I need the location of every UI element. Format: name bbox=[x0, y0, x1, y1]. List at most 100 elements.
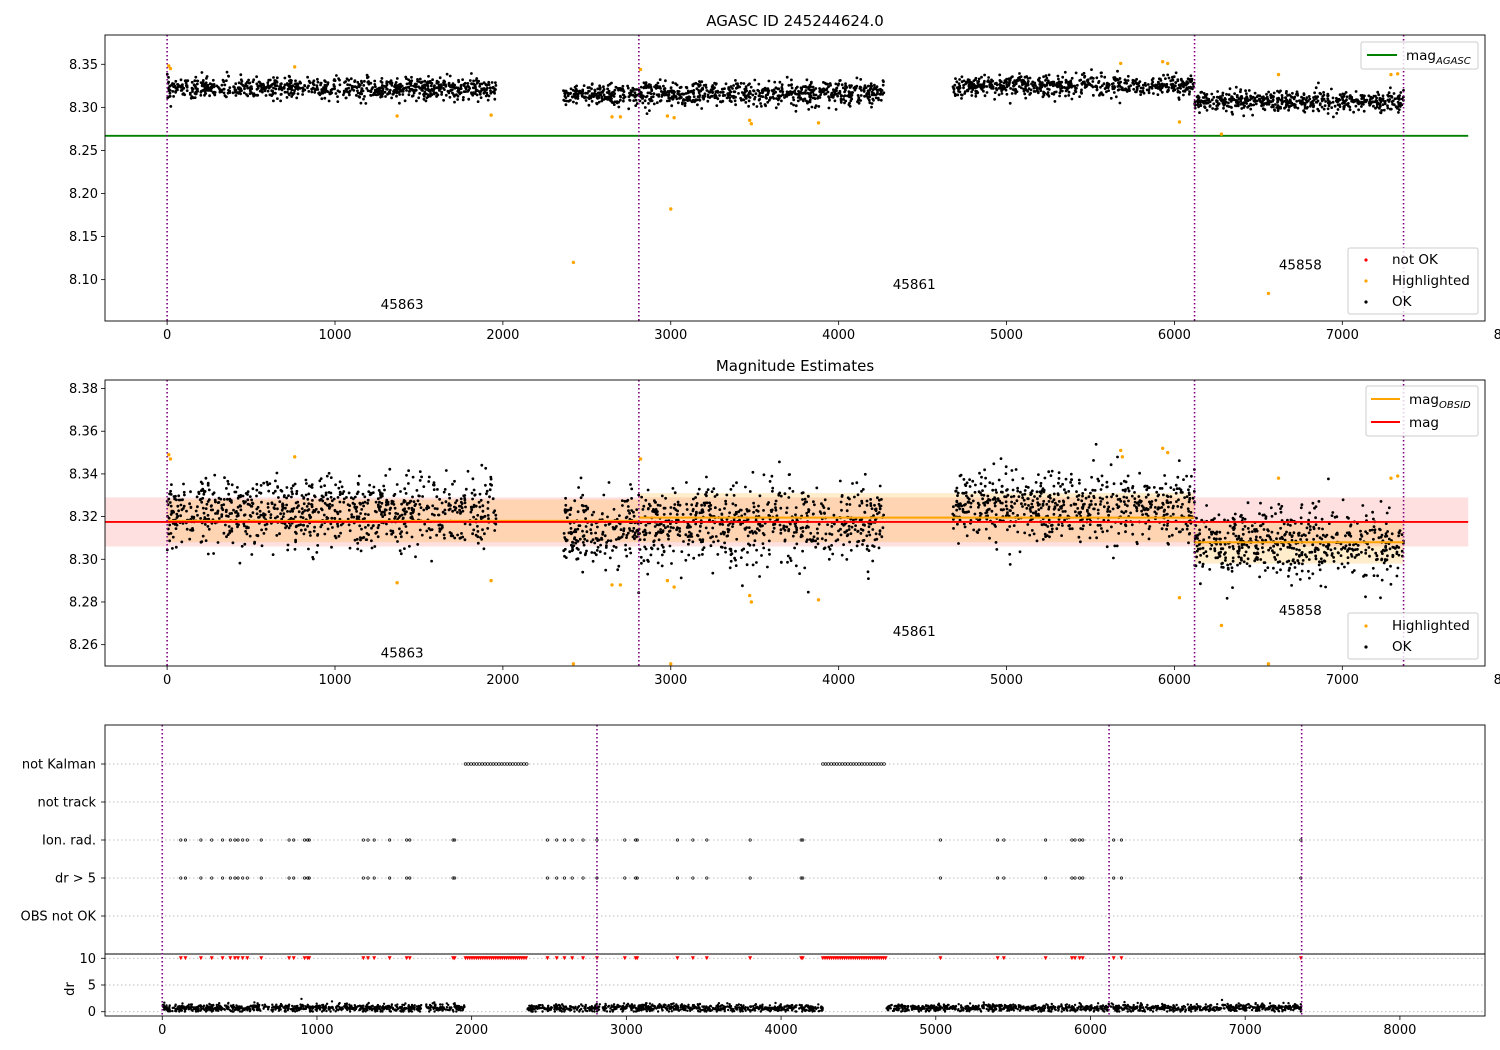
panel1-highlighted-point bbox=[1219, 132, 1224, 136]
panel1-xtick-label: 4000 bbox=[822, 328, 855, 343]
legend-box bbox=[1347, 612, 1479, 660]
panel2-highlighted-point bbox=[610, 583, 614, 587]
ion-rad-marker bbox=[1081, 838, 1085, 842]
panel1-frame bbox=[104, 34, 1486, 322]
dr-gt-5-marker bbox=[1044, 876, 1048, 880]
magnitude-estimates-panel: Magnitude Estimates 45863 45861 45858 0 1000… bbox=[69, 357, 1500, 688]
legend-label-highlighted: Highlighted bbox=[1392, 618, 1470, 634]
dr-capped-marker bbox=[1080, 956, 1085, 961]
panel1-xtick-label: 6000 bbox=[1158, 328, 1191, 343]
not-kalman-marker bbox=[525, 762, 529, 766]
ion-rad-marker bbox=[996, 838, 1000, 842]
ion-rad-marker bbox=[635, 838, 639, 842]
panel1-obsid-label: 45863 bbox=[381, 297, 424, 313]
dr-capped-marker bbox=[524, 956, 529, 961]
panel1-highlighted-point bbox=[1389, 72, 1393, 77]
dr-gt-5-marker bbox=[451, 876, 455, 880]
dr-capped-marker bbox=[220, 956, 225, 961]
ion-rad-marker bbox=[1070, 838, 1074, 842]
dr-capped-marker bbox=[287, 956, 292, 961]
dr-capped-marker bbox=[1111, 956, 1116, 961]
dr-gt-5-marker bbox=[372, 876, 376, 880]
panel2-highlighted-point bbox=[816, 598, 821, 602]
flags-frame bbox=[104, 724, 1486, 1017]
flags-xtick-label: 4000 bbox=[765, 1023, 798, 1038]
panel1-highlighted-point bbox=[1160, 60, 1165, 64]
dr-gt-5-marker bbox=[303, 876, 307, 880]
panel1-ytick-label: 8.20 bbox=[69, 187, 98, 202]
dr-capped-marker bbox=[259, 956, 264, 961]
dr-capped-marker bbox=[302, 956, 307, 961]
panel2-highlighted-point bbox=[293, 455, 297, 459]
legend-label-highlighted: Highlighted bbox=[1392, 273, 1470, 289]
ion-rad-marker bbox=[453, 838, 457, 842]
panel1-highlighted-point bbox=[571, 260, 576, 265]
panel2-frame bbox=[104, 379, 1486, 667]
ion-rad-marker bbox=[623, 838, 627, 842]
panel1-highlighted-point bbox=[672, 115, 676, 120]
dr-gt-5-marker bbox=[233, 876, 237, 880]
flags-xtick-label: 6000 bbox=[1074, 1023, 1107, 1038]
ion-rad-marker bbox=[303, 838, 307, 842]
dr-gt-5-marker bbox=[1073, 876, 1077, 880]
dr-capped-marker bbox=[404, 956, 409, 961]
dr-capped-marker bbox=[800, 956, 805, 961]
panel1-highlighted-point bbox=[665, 114, 670, 118]
ion-rad-marker bbox=[366, 838, 370, 842]
ion-rad-marker bbox=[799, 838, 803, 842]
dr-capped-marker bbox=[1001, 956, 1006, 961]
dr-gt-5-marker bbox=[179, 876, 183, 880]
legend-box bbox=[1360, 41, 1479, 70]
legend-marker-ok bbox=[1364, 300, 1368, 304]
panel1-highlighted-point bbox=[638, 67, 643, 72]
panel1-highlighted-point bbox=[618, 115, 623, 119]
dr-gt-5-marker bbox=[545, 876, 550, 880]
flags-xtick-label: 5000 bbox=[919, 1023, 952, 1038]
dr-gt-5-marker bbox=[623, 876, 627, 880]
dr-gt-5-marker bbox=[259, 876, 263, 880]
ion-rad-marker bbox=[451, 838, 455, 842]
panel2-ytick-label: 8.26 bbox=[69, 638, 98, 653]
panel2-highlighted-point bbox=[489, 578, 493, 583]
dr-spike-point bbox=[1220, 998, 1224, 1002]
panel2-ytick-label: 8.38 bbox=[69, 382, 98, 397]
legend-marker-not-ok bbox=[1364, 258, 1368, 262]
panel2-highlighted-point bbox=[665, 578, 670, 583]
dr-gt-5-marker bbox=[1081, 876, 1085, 880]
dr-capped-marker bbox=[1073, 956, 1078, 961]
panel2-xtick-label: 6000 bbox=[1158, 673, 1191, 688]
panel2-ytick-label: 8.34 bbox=[69, 467, 98, 482]
panel1-highlighted-point bbox=[747, 118, 752, 122]
dr-gt-5-marker bbox=[996, 876, 1000, 880]
dr-gt-5-marker bbox=[307, 876, 311, 880]
dr-gt-5-marker bbox=[453, 876, 457, 880]
panel2-highlighted-point bbox=[672, 585, 676, 589]
ion-rad-marker bbox=[1073, 838, 1077, 842]
dr-gt-5-marker bbox=[1002, 876, 1006, 880]
dr-capped-marker bbox=[581, 956, 586, 961]
ion-rad-marker bbox=[306, 838, 310, 842]
dr-capped-marker bbox=[635, 956, 640, 961]
ion-rad-marker bbox=[408, 838, 412, 842]
panel1-ytick-label: 8.25 bbox=[69, 144, 98, 159]
panel1-highlighted-point bbox=[395, 114, 399, 118]
dr-capped-marker bbox=[291, 956, 296, 961]
ion-rad-marker bbox=[705, 838, 709, 842]
panel2-xtick-label: 7000 bbox=[1326, 673, 1359, 688]
dr-gt-5-marker bbox=[595, 876, 599, 880]
dr-gt-5-marker bbox=[801, 876, 805, 880]
panel2-xtick-label: 0 bbox=[163, 673, 171, 688]
agasc-magnitude-panel: AGASC ID 245244624.0 45863 45861 45858 0 100… bbox=[69, 12, 1500, 343]
flags-panel: not Kalman not track Ion. rad. dr > 5 OBS no… bbox=[21, 724, 1486, 1038]
dr-capped-marker bbox=[387, 956, 392, 961]
dr-gt-5-marker bbox=[199, 876, 203, 880]
dr-capped-marker bbox=[178, 956, 183, 961]
panel1-ytick-label: 8.35 bbox=[69, 58, 98, 73]
panel1-highlighted-point bbox=[293, 65, 297, 69]
flag-row-label: Ion. rad. bbox=[42, 834, 96, 849]
dr-gt-5-marker bbox=[691, 876, 695, 880]
legend-label-not-ok: not OK bbox=[1392, 252, 1439, 268]
dr-gt-5-marker bbox=[245, 876, 249, 880]
panel1-plot-area: 45863 45861 45858 0 1000 2000 3000 4000 5000 6000… bbox=[69, 34, 1500, 343]
